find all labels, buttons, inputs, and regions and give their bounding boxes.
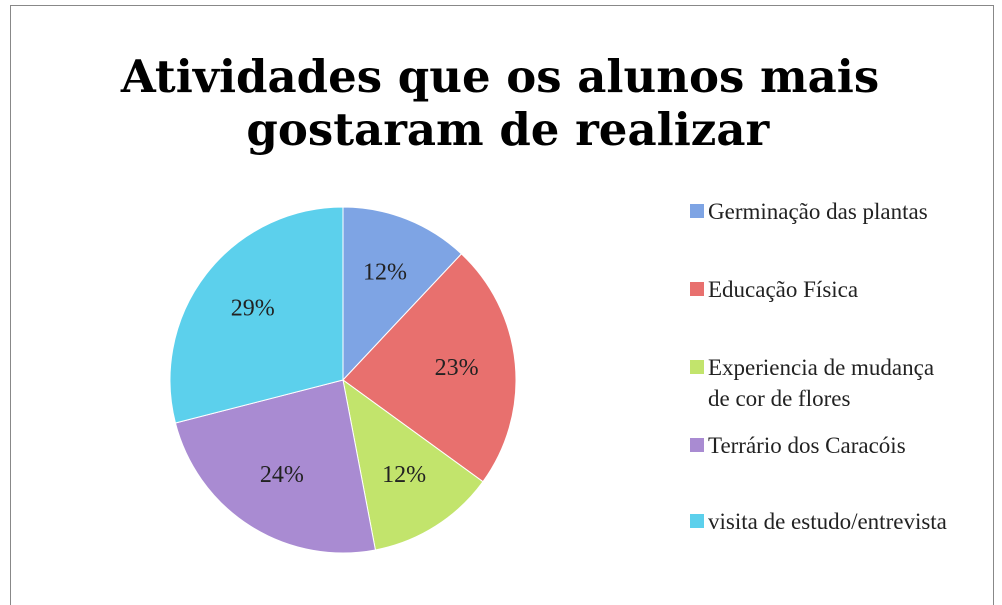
- legend-swatch: [690, 514, 704, 528]
- legend-label: Germinação das plantas: [708, 199, 928, 224]
- pie-slice: [169, 206, 344, 424]
- pie-slice: [342, 206, 463, 382]
- data-label: 12%: [363, 259, 407, 285]
- legend-entry: Educação Física: [690, 274, 952, 305]
- pie-slice: [174, 379, 377, 554]
- legend-swatch: [690, 438, 704, 452]
- pie-slice: [342, 253, 517, 483]
- data-label: 29%: [231, 296, 275, 322]
- legend-label: Experiencia de mudança de cor de flores: [708, 355, 935, 411]
- chart-frame: [10, 5, 994, 605]
- legend-entry: Germinação das plantas: [690, 196, 952, 227]
- chart-title: Atividades que os alunos mais gostaram d…: [120, 50, 879, 156]
- legend-label: visita de estudo/entrevista: [708, 509, 947, 534]
- legend-entry: Terrário dos Caracóis: [690, 430, 952, 461]
- data-label: 12%: [382, 462, 426, 488]
- legend-swatch: [690, 360, 704, 374]
- pie-slice: [342, 378, 484, 551]
- legend-label: Educação Física: [708, 277, 859, 302]
- legend-label: Terrário dos Caracóis: [708, 433, 906, 458]
- legend-swatch: [690, 204, 704, 218]
- legend-entry: visita de estudo/entrevista: [690, 506, 952, 537]
- data-label: 24%: [260, 462, 304, 488]
- data-label: 23%: [435, 355, 479, 381]
- legend-swatch: [690, 282, 704, 296]
- legend-entry: Experiencia de mudança de cor de flores: [690, 352, 952, 414]
